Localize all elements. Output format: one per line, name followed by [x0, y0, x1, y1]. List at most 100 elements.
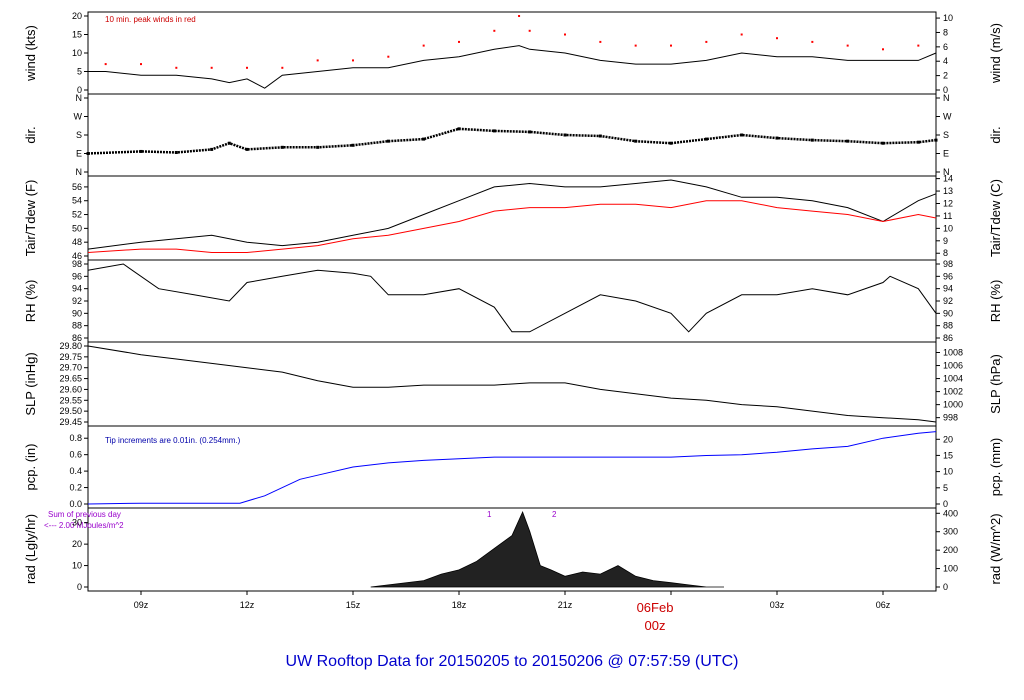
time-tick-label: 21z	[558, 600, 573, 610]
rad-left-tick-label: 30	[72, 518, 82, 528]
tdew-series-line	[87, 200, 937, 253]
wind-right-tick-label: 8	[943, 27, 948, 37]
slp-left-tick-label: 29.45	[59, 417, 82, 427]
wind-left-label: wind (kts)	[23, 25, 38, 82]
temp-left-label: Tair/Tdew (F)	[23, 180, 38, 257]
tair-series-line	[87, 179, 937, 250]
wind-right-tick-label: 2	[943, 71, 948, 81]
pcp-series-line	[87, 431, 937, 505]
slp-right-tick-label: 998	[943, 413, 958, 423]
rad-left-tick-label: 20	[72, 539, 82, 549]
wind-right-tick-label: 6	[943, 42, 948, 52]
rad-marker-1: 1	[487, 510, 492, 519]
dir-left-tick-label: W	[74, 112, 83, 122]
temp-left-tick-label: 54	[72, 196, 82, 206]
dir-series-trace	[87, 127, 937, 155]
peak-wind-point	[352, 59, 354, 62]
dir-left-tick-label: N	[76, 93, 83, 103]
time-tick-label: 18z	[452, 600, 467, 610]
dir-point	[245, 147, 249, 151]
wind-left-tick-label: 10	[72, 48, 82, 58]
peak-wind-point	[422, 44, 425, 47]
peak-wind-point	[740, 33, 743, 36]
rh-right-tick-label: 88	[943, 321, 953, 331]
dir-left-tick-label: E	[76, 149, 82, 159]
slp-left-tick-label: 29.80	[59, 341, 82, 351]
rh-left-tick-label: 86	[72, 333, 82, 343]
peak-wind-point	[634, 44, 637, 47]
pcp-annotation: Tip increments are 0.01in. (0.254mm.)	[105, 436, 241, 445]
rh-series-line	[87, 263, 937, 333]
slp-right-tick-label: 1002	[943, 387, 963, 397]
wind-annotation: 10 min. peak winds in red	[105, 15, 196, 24]
dir-right-tick-label: W	[943, 112, 952, 122]
temp-left-tick-label: 50	[72, 223, 82, 233]
dir-right-tick-label: E	[943, 149, 949, 159]
slp-left-tick-label: 29.65	[59, 374, 82, 384]
slp-right-tick-label: 1008	[943, 348, 963, 358]
rh-left-tick-label: 94	[72, 284, 82, 294]
dir-left-tick-label: N	[76, 167, 83, 177]
peak-wind-point	[882, 48, 884, 51]
peak-wind-point	[776, 37, 778, 40]
peak-wind-point	[811, 40, 814, 43]
rh-right-tick-label: 92	[943, 296, 953, 306]
peak-wind-point	[387, 55, 390, 58]
dir-point	[881, 141, 885, 145]
rad-series-area	[370, 510, 724, 588]
peak-wind-point	[599, 40, 602, 43]
temp-panel-frame	[87, 175, 937, 261]
pcp-right-tick-label: 0	[943, 499, 948, 509]
temp-right-tick-label: 9	[943, 236, 948, 246]
peak-wind-point	[281, 66, 284, 69]
rad-marker-2: 2	[552, 510, 557, 519]
dir-right-tick-label: N	[943, 93, 950, 103]
rh-left-tick-label: 90	[72, 308, 82, 318]
dir-point	[139, 149, 143, 153]
temp-right-tick-label: 11	[943, 211, 952, 221]
rh-left-tick-label: 92	[72, 296, 82, 306]
peak-wind-point	[246, 66, 248, 69]
peak-wind-point	[104, 63, 107, 66]
slp-left-label: SLP (inHg)	[23, 352, 38, 415]
rh-left-tick-label: 88	[72, 321, 82, 331]
rh-right-tick-label: 94	[943, 284, 953, 294]
temp-right-label: Tair/Tdew (C)	[988, 179, 1003, 257]
peak-wind-point	[705, 40, 708, 43]
rad-left-label: rad (Lgly/hr)	[23, 514, 38, 584]
chart-marks: 051015200246810NESWNNESWN464850525456891…	[59, 11, 963, 610]
peak-wind-point	[316, 59, 319, 62]
wind-right-tick-label: 0	[943, 85, 948, 95]
peak-wind-point	[917, 44, 920, 47]
slp-right-label: SLP (hPa)	[988, 354, 1003, 414]
peak-wind-point	[140, 63, 142, 66]
pcp-right-tick-label: 15	[943, 450, 953, 460]
slp-right-tick-label: 1000	[943, 400, 963, 410]
pcp-left-tick-label: 0.6	[69, 450, 82, 460]
peak-wind-point	[564, 33, 566, 36]
pcp-right-tick-label: 5	[943, 483, 948, 493]
slp-right-tick-label: 1004	[943, 374, 963, 384]
pcp-left-tick-label: 0.8	[69, 433, 82, 443]
wind-left-tick-label: 5	[77, 67, 82, 77]
pcp-right-label: pcp. (mm)	[988, 438, 1003, 497]
rh-right-tick-label: 96	[943, 271, 953, 281]
temp-left-tick-label: 56	[72, 182, 82, 192]
peak-wind-point	[528, 29, 531, 32]
time-tick-label: 09z	[134, 600, 149, 610]
slp-left-tick-label: 29.75	[59, 352, 82, 362]
time-tick-label: 15z	[346, 600, 361, 610]
dir-right-tick-label: S	[943, 130, 949, 140]
temp-right-tick-label: 12	[943, 198, 953, 208]
wind-right-tick-label: 10	[943, 13, 953, 23]
peak-wind-point	[670, 44, 672, 47]
slp-left-tick-label: 29.60	[59, 384, 82, 394]
rh-left-tick-label: 98	[72, 259, 82, 269]
peak-wind-point	[493, 29, 496, 32]
dir-point	[740, 133, 744, 137]
rad-right-tick-label: 0	[943, 582, 948, 592]
rad-right-tick-label: 300	[943, 527, 958, 537]
wind-series-line	[88, 45, 937, 89]
rh-right-tick-label: 86	[943, 333, 953, 343]
dir-panel-frame	[87, 93, 937, 177]
